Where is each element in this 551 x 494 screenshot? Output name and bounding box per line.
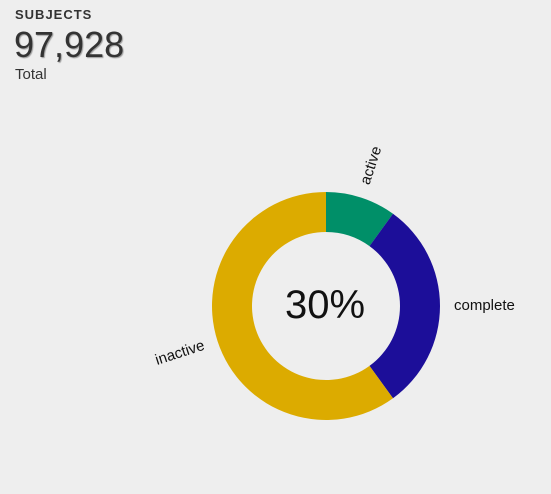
center-percentage: 30%: [285, 283, 365, 327]
stat-caption: Total: [15, 66, 47, 83]
slice-label-complete: complete: [454, 297, 515, 314]
slice-label-inactive: inactive: [153, 337, 207, 369]
slice-label-active: active: [357, 144, 385, 187]
slice-complete[interactable]: [369, 213, 440, 399]
stat-total-value: 97,928: [14, 24, 125, 65]
stat-heading: SUBJECTS: [15, 7, 93, 22]
slice-labels: active complete inactive: [153, 144, 515, 369]
donut-slices: [211, 192, 440, 420]
slice-active[interactable]: [326, 192, 394, 247]
slice-inactive[interactable]: [211, 192, 394, 420]
